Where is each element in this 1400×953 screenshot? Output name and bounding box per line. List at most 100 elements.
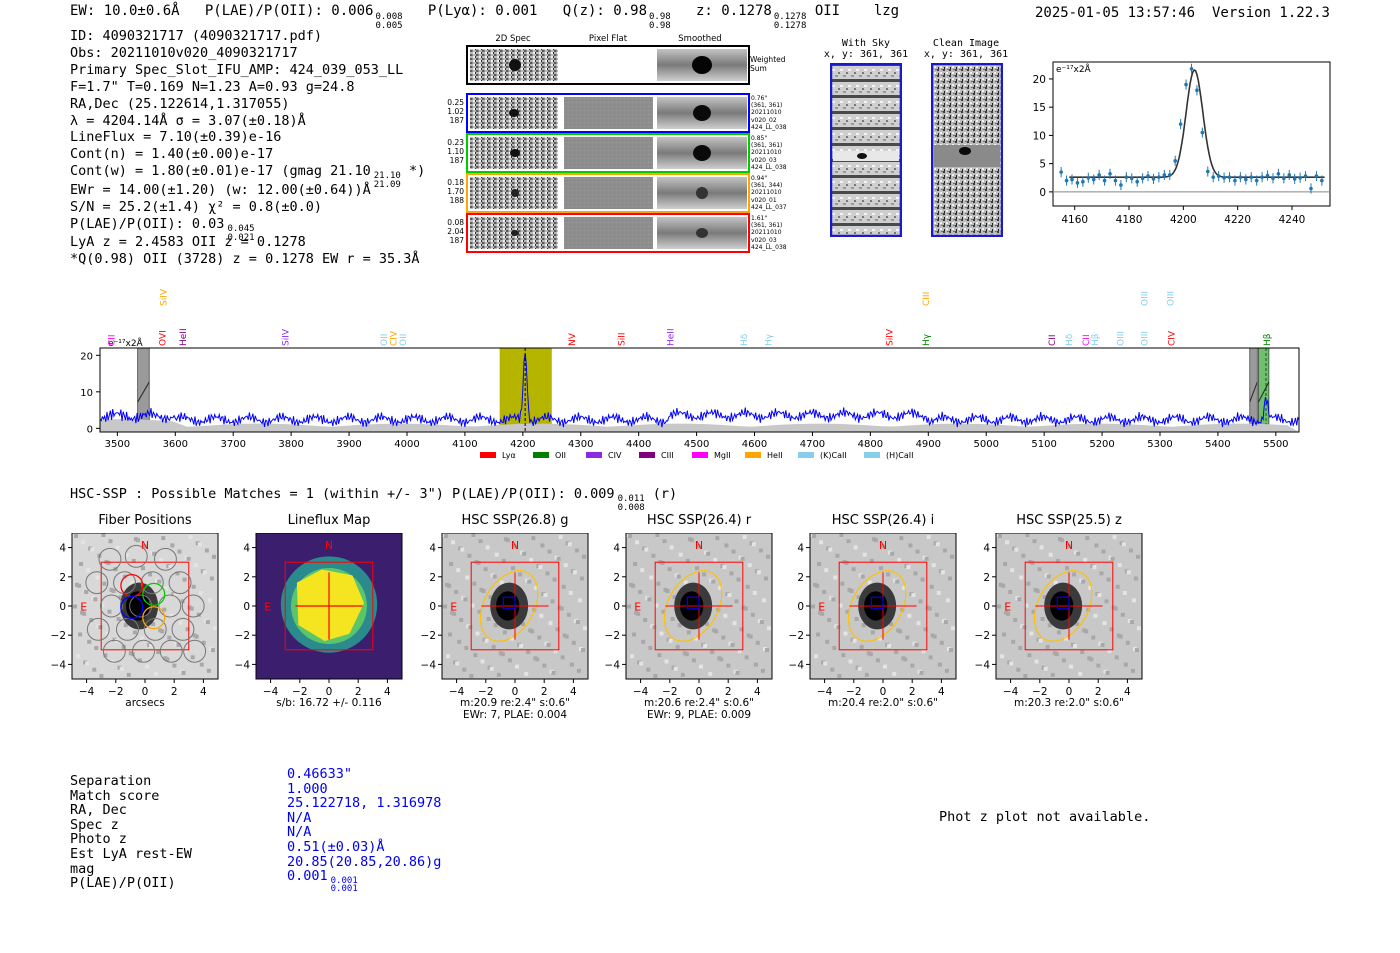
- cutout-noise: [92, 667, 97, 672]
- cutout-noise: [457, 639, 462, 644]
- spectrum-xtick-label: 4200: [510, 439, 535, 450]
- cutout-noise: [171, 592, 176, 597]
- cutout-noise: [191, 584, 196, 589]
- header-z-line: OII: [814, 3, 841, 19]
- spectrum-ytick-label: 10: [80, 388, 93, 399]
- exposure-stat: 187: [449, 236, 464, 245]
- fiber-blue: [120, 595, 144, 620]
- match-label-radec: RA, Dec: [70, 802, 127, 819]
- cutout-noise: [628, 534, 632, 538]
- cutout-noise: [119, 666, 124, 671]
- cutout-noise: [213, 626, 217, 631]
- zoom-data-point: [1129, 176, 1134, 181]
- cutout-noise: [1136, 554, 1140, 559]
- zoom-data-point: [1157, 175, 1161, 179]
- cutout-noise: [1035, 589, 1040, 593]
- cutout-noise: [870, 630, 875, 635]
- cutout-noise: [867, 580, 872, 585]
- cutout-noise: [198, 591, 203, 595]
- east-label: E: [264, 600, 271, 613]
- spectrum-line: [99, 353, 1300, 428]
- cutout-noise: [703, 643, 708, 648]
- hsc-ytick-label: −2: [975, 630, 990, 642]
- cutout-noise: [820, 611, 825, 616]
- zoom-data-point: [1303, 174, 1308, 178]
- cutout-noise: [209, 576, 214, 581]
- hsc-ytick-label: −4: [51, 659, 67, 671]
- hsc-ytick-label: 4: [613, 543, 620, 555]
- col-label-smoothed: Smoothed: [678, 34, 722, 44]
- with-sky-title: With Sky x, y: 361, 361: [820, 38, 912, 60]
- cutout-noise: [850, 637, 855, 642]
- cutout-noise: [524, 671, 529, 676]
- spectrum-line-label: NV: [568, 332, 578, 346]
- cutout-noise: [79, 562, 84, 566]
- zoom-data-point: [1282, 176, 1286, 181]
- cutout-noise: [694, 636, 698, 641]
- match-label-separation: Separation: [70, 773, 152, 789]
- spec2d-panel: 2D Spec Pixel Flat Smoothed: [440, 34, 800, 259]
- cutout-noise: [542, 663, 547, 668]
- cutout-noise: [737, 649, 742, 654]
- cutout-noise: [651, 553, 656, 558]
- cutout-noise: [188, 535, 193, 540]
- cutout-noise: [515, 664, 519, 669]
- cutout-noise: [848, 659, 853, 664]
- exposure-meta-4: 1.61" (361, 361) 20211010 v020_03 424_LL_038: [751, 215, 787, 251]
- cutout-noise: [451, 540, 456, 545]
- cutout-noise: [554, 555, 559, 560]
- cutout-noise: [152, 551, 157, 556]
- hsc-panel-fiber: N E 4 2 0 −2 −4 −4 −2 0 2 4: [51, 533, 219, 698]
- zoom-data-point: [1091, 177, 1096, 182]
- exposure-stat: 1.02: [447, 107, 464, 116]
- cutout-noise: [563, 563, 568, 568]
- spectrum-xtick-label: 5500: [1263, 439, 1288, 450]
- match-label-lya-ew: Est LyA rest-EW: [70, 845, 192, 862]
- exposure-stat: 2.04: [447, 227, 464, 236]
- info-contn: Cont(n) = 1.40(±0.00)e-17: [70, 146, 274, 163]
- cutout-noise: [868, 652, 873, 657]
- cutout-noise: [1114, 655, 1119, 660]
- cutout-noise: [763, 576, 768, 581]
- cutout-noise: [496, 672, 501, 677]
- aperture-box: [284, 561, 374, 651]
- cutout-noise: [939, 640, 944, 645]
- cutout-noise: [732, 621, 737, 626]
- spectrum-xtick-label: 3600: [163, 439, 188, 450]
- east-label: E: [450, 600, 457, 613]
- cutout-noise: [833, 575, 838, 580]
- hsc-xtick-label: 0: [142, 686, 149, 698]
- cutout-noise: [832, 646, 837, 650]
- with-sky-title-1: With Sky: [841, 38, 891, 49]
- spectrum-line-label: CIV: [390, 330, 400, 346]
- cutout-noise: [1074, 550, 1079, 555]
- cutout-noise: [456, 568, 461, 573]
- cutout-noise: [1113, 606, 1118, 611]
- cutout-noise: [759, 620, 764, 625]
- spectrum-legend-label: OII: [555, 451, 566, 460]
- hsc-ytick-label: 2: [613, 572, 620, 584]
- zoom-data-point: [1070, 177, 1074, 182]
- cutout-noise: [83, 660, 88, 665]
- cutout-noise: [1094, 543, 1099, 548]
- zoom-data-point: [1287, 173, 1292, 177]
- cutout-noise: [911, 593, 916, 598]
- zoom-data-point: [1292, 177, 1297, 181]
- cutout-noise: [1137, 626, 1141, 631]
- hsc-xtick-label: 4: [1124, 686, 1131, 698]
- spectrum-legend-swatch: [745, 452, 761, 458]
- cutout-noise: [736, 577, 741, 582]
- exposure-stats-3: 0.18 1.70 188: [440, 178, 464, 205]
- cutout-noise: [1083, 557, 1088, 562]
- cutout-noise: [1101, 549, 1106, 554]
- cutout-noise: [187, 605, 192, 610]
- zoom-data-point: [1320, 178, 1324, 183]
- cutout-noise: [1037, 567, 1042, 572]
- cutout-noise: [664, 659, 669, 664]
- cutout-noise: [663, 587, 668, 592]
- cutout-noise: [578, 647, 583, 651]
- zoom-data-point: [1140, 176, 1145, 181]
- cutout-noise: [201, 640, 206, 645]
- fiber-circle: [181, 594, 205, 618]
- spectrum-line-label: HeII: [179, 328, 189, 346]
